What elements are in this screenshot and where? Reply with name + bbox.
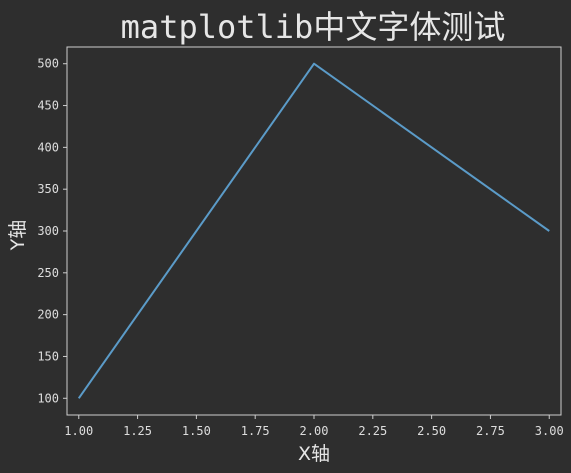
x-tick-label: 2.75 xyxy=(476,424,505,438)
x-tick-label: 1.00 xyxy=(64,424,93,438)
x-tick-label: 1.75 xyxy=(241,424,270,438)
y-tick-label: 250 xyxy=(37,266,59,280)
x-tick-label: 3.00 xyxy=(535,424,564,438)
x-tick-label: 1.25 xyxy=(123,424,152,438)
x-tick-label: 2.25 xyxy=(358,424,387,438)
y-axis: 100 150 200 250 300 350 400 450 500 xyxy=(37,57,67,405)
series-line xyxy=(77,62,550,399)
y-tick-label: 200 xyxy=(37,308,59,322)
series-group xyxy=(77,62,550,399)
x-tick-label: 1.50 xyxy=(182,424,211,438)
y-tick-label: 150 xyxy=(37,349,59,363)
plot-frame xyxy=(66,46,562,416)
y-tick-label: 400 xyxy=(37,140,59,154)
x-axis-label: X轴 xyxy=(298,443,330,465)
y-tick-label: 500 xyxy=(37,57,59,71)
x-tick-label: 2.00 xyxy=(300,424,329,438)
y-axis-label: Y轴 xyxy=(7,220,29,252)
x-tick-label: 2.50 xyxy=(417,424,446,438)
y-tick-label: 100 xyxy=(37,391,59,405)
chart-title: matplotlib中文字体测试 xyxy=(121,8,506,46)
y-tick-label: 350 xyxy=(37,182,59,196)
y-tick-label: 300 xyxy=(37,224,59,238)
y-tick-label: 450 xyxy=(37,99,59,113)
x-axis: 1.00 1.25 1.50 1.75 2.00 2.25 2.50 2.75 3.00 xyxy=(64,415,564,438)
